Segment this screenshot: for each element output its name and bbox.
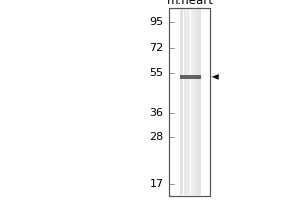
Bar (189, 9, 190, 195)
Bar (188, 9, 189, 195)
Bar (180, 9, 181, 195)
Bar (186, 9, 187, 195)
Bar (169, 8, 210, 196)
Bar (199, 9, 200, 195)
Bar (191, 9, 192, 195)
Bar (192, 9, 193, 195)
Polygon shape (212, 74, 219, 80)
Bar (195, 9, 196, 195)
Bar (190, 9, 191, 195)
Bar (200, 9, 201, 195)
Bar (169, 8, 210, 196)
Bar (180, 75, 201, 79)
Text: 28: 28 (149, 132, 164, 142)
Bar (196, 9, 197, 195)
Text: 95: 95 (149, 17, 164, 27)
Text: 55: 55 (149, 68, 164, 78)
Bar (198, 9, 199, 195)
Bar (185, 9, 186, 195)
Bar (182, 9, 183, 195)
Text: 36: 36 (149, 108, 164, 118)
Bar (194, 9, 195, 195)
Bar (184, 9, 185, 195)
Bar (187, 9, 188, 195)
Text: m.heart: m.heart (167, 0, 214, 7)
Bar (183, 9, 184, 195)
Text: 72: 72 (149, 43, 164, 53)
Bar (197, 9, 198, 195)
Bar (193, 9, 194, 195)
Text: 17: 17 (149, 179, 164, 189)
Bar (181, 9, 182, 195)
